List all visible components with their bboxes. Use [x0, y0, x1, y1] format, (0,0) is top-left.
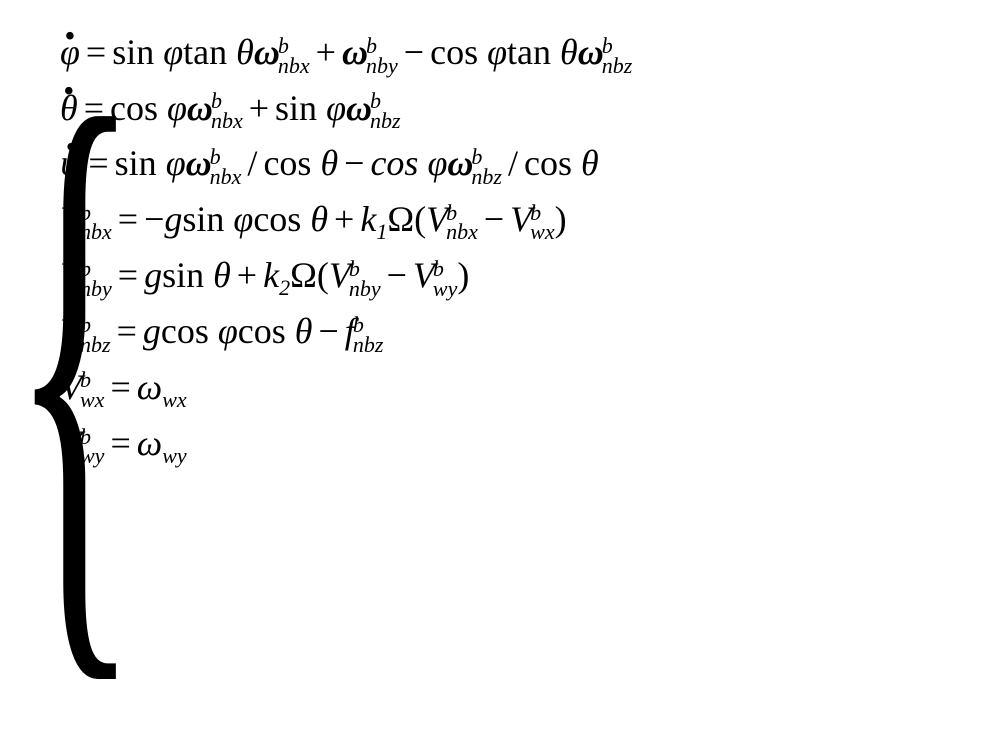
equation-line-8: Vbwy=ωwy: [60, 425, 980, 467]
equations-body: φ=sin φtan θωbnbx+ωbnby−cos φtan θωbnbz θ…: [60, 34, 980, 467]
equation-line-2: θ=cos φωbnbx+sin φωbnbz: [60, 90, 980, 132]
equation-system: { φ=sin φtan θωbnbx+ωbnby−cos φtan θωbnb…: [0, 0, 1000, 501]
equation-line-6: Vbnbz=gcos φcos θ−fbnbz: [60, 313, 980, 355]
equation-line-1: φ=sin φtan θωbnbx+ωbnby−cos φtan θωbnbz: [60, 34, 980, 76]
equation-line-3: ψ=sin φωbnbx/cos θ−cos φωbnbz/cos θ: [60, 145, 980, 187]
equation-line-4: Vbnbx=−gsin φcos θ+k1Ω(Vbnbx−Vbwx): [60, 201, 980, 243]
equation-line-5: Vbnby=gsin θ+k2Ω(Vbnby−Vbwy): [60, 257, 980, 299]
equation-line-7: Vbwx=ωwx: [60, 369, 980, 411]
